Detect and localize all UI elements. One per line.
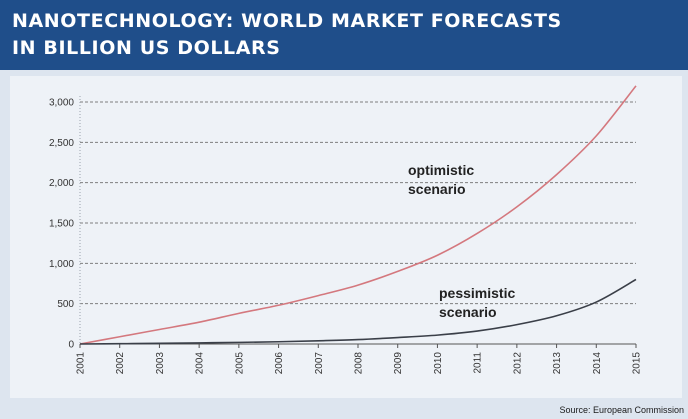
x-tick-label: 2014 bbox=[592, 352, 603, 375]
x-tick-label: 2006 bbox=[274, 352, 285, 375]
x-tick-label: 2003 bbox=[155, 352, 166, 375]
x-tick-label: 2009 bbox=[393, 352, 404, 375]
chart-title-line-2: IN BILLION US DOLLARS bbox=[12, 37, 281, 59]
tick-labels: 0 500 1,000 1,500 2,000 2,500 3,000 2001 2002 200… bbox=[49, 98, 643, 375]
y-tick-label: 0 bbox=[68, 340, 74, 351]
x-tick-label: 2013 bbox=[552, 352, 563, 375]
chart-header: NANOTECHNOLOGY: WORLD MARKET FORECASTS I… bbox=[0, 0, 688, 70]
x-tick-label: 2004 bbox=[195, 352, 206, 375]
y-tick-label: 1,000 bbox=[49, 259, 74, 270]
x-tick-label: 2002 bbox=[115, 352, 126, 375]
series-annotation-line: scenario bbox=[408, 181, 466, 197]
series-annotation-line: pessimistic bbox=[439, 285, 515, 301]
y-tick-label: 1,500 bbox=[49, 219, 74, 230]
x-tick-label: 2008 bbox=[354, 352, 365, 375]
x-tick-label: 2012 bbox=[512, 352, 523, 375]
series-lines bbox=[79, 85, 637, 345]
y-tick-label: 2,000 bbox=[49, 178, 74, 189]
y-tick-label: 2,500 bbox=[49, 138, 74, 149]
plot-panel: 0 500 1,000 1,500 2,000 2,500 3,000 2001 2002 200… bbox=[10, 76, 682, 398]
y-tick-label: 500 bbox=[57, 299, 74, 310]
series-annotations: optimistic scenario pessimistic scenario bbox=[408, 162, 515, 320]
gridlines bbox=[80, 101, 636, 305]
source-note: Source: European Commission bbox=[559, 405, 684, 415]
x-tick-label: 2001 bbox=[76, 352, 87, 375]
x-tick-label: 2011 bbox=[473, 352, 484, 374]
x-tick-label: 2010 bbox=[433, 352, 444, 375]
y-tick-label: 3,000 bbox=[49, 98, 74, 109]
series-annotation-line: optimistic bbox=[408, 162, 474, 178]
line-chart: 0 500 1,000 1,500 2,000 2,500 3,000 2001 2002 200… bbox=[49, 85, 643, 375]
chart-title-line-1: NANOTECHNOLOGY: WORLD MARKET FORECASTS bbox=[12, 10, 562, 32]
x-tick-label: 2005 bbox=[234, 352, 245, 375]
series-line bbox=[79, 85, 637, 345]
axes bbox=[79, 96, 637, 348]
series-annotation-line: scenario bbox=[439, 304, 497, 320]
x-tick-label: 2007 bbox=[314, 352, 325, 375]
series-line bbox=[79, 278, 637, 345]
x-tick-label: 2015 bbox=[632, 352, 643, 375]
